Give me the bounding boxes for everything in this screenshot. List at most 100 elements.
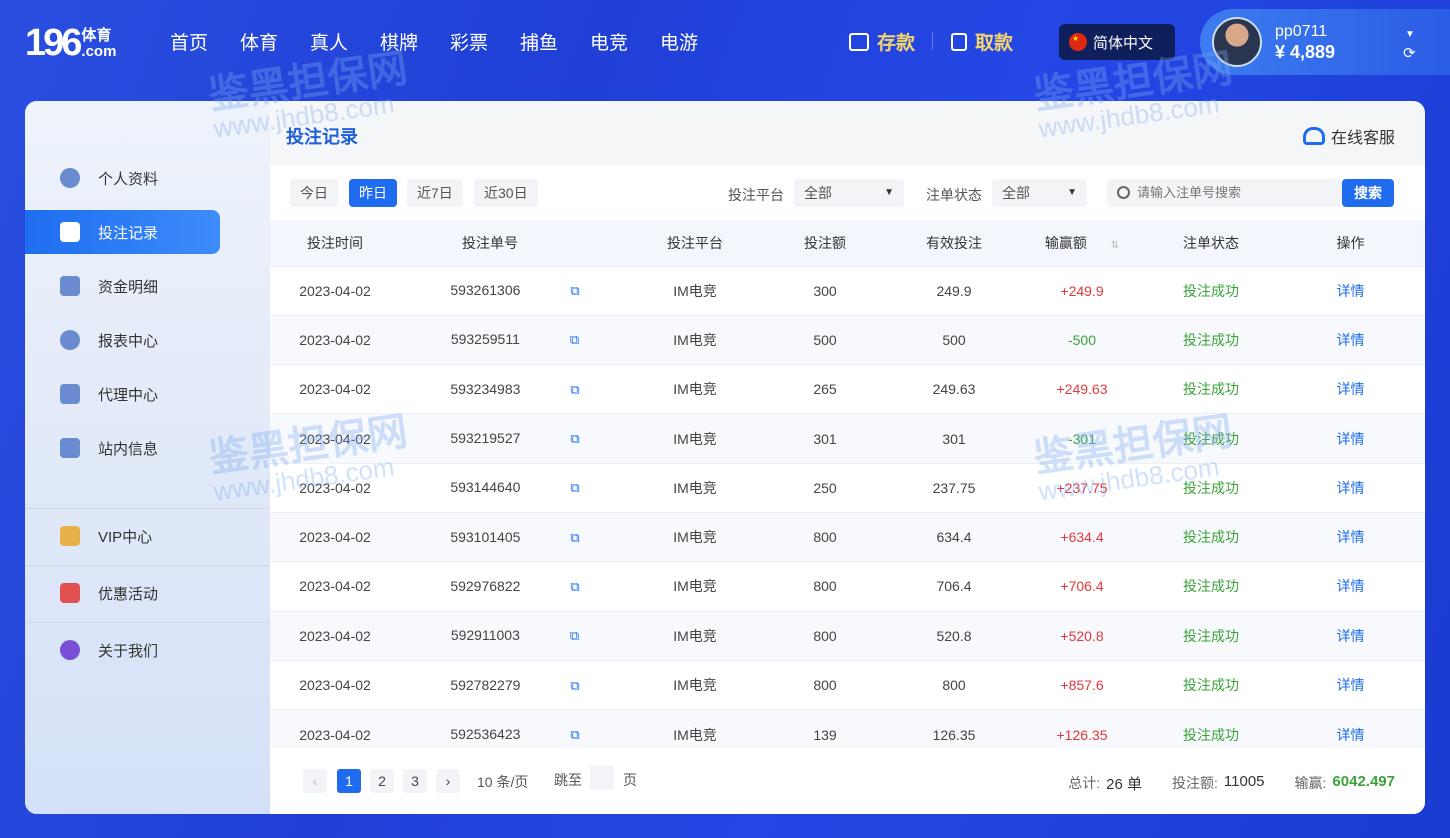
nav-fishing[interactable]: 捕鱼 — [520, 33, 559, 54]
prev-page-button[interactable]: ‹ — [303, 769, 327, 793]
crown-icon — [60, 526, 80, 546]
status: 投注成功 — [1146, 462, 1276, 513]
nav-cards[interactable]: 棋牌 — [380, 33, 419, 54]
page-size[interactable]: 10 条/页 — [477, 774, 529, 790]
col-valid: 有效投注 — [890, 220, 1018, 266]
detail-link[interactable]: 详情 — [1276, 610, 1425, 661]
col-action: 操作 — [1276, 220, 1425, 266]
search-button[interactable]: 搜索 — [1342, 179, 1394, 207]
sidebar-item-agent[interactable]: 代理中心 — [25, 372, 220, 416]
sidebar-item-bet-records[interactable]: 投注记录 — [25, 210, 220, 254]
table-row: 2023-04-02 592782279 ⧉ IM电竞 800 800 +857.6 投注成功… — [270, 659, 1425, 710]
page-3[interactable]: 3 — [403, 769, 427, 793]
filter-yesterday[interactable]: 昨日 — [349, 179, 397, 207]
bet-time-text: 2023-04-02 — [299, 677, 371, 694]
detail-link-text[interactable]: 详情 — [1336, 529, 1365, 546]
page-1[interactable]: 1 — [337, 769, 361, 793]
platform: IM电竞 — [630, 314, 760, 365]
sidebar-item-about[interactable]: 关于我们 — [25, 628, 220, 672]
logo[interactable]: 196 体育 .com — [25, 22, 116, 65]
user-panel[interactable]: pp0711 ¥ 4,889 ▼ ⟳ — [1200, 9, 1450, 75]
search-input[interactable] — [1107, 179, 1342, 207]
sidebar-item-profile[interactable]: 个人资料 — [25, 156, 220, 200]
copy-icon[interactable]: ⧉ — [570, 283, 580, 299]
bet-time-text: 2023-04-02 — [299, 529, 371, 546]
nav-slots[interactable]: 电游 — [660, 33, 699, 54]
detail-link-text[interactable]: 详情 — [1336, 282, 1365, 299]
sidebar-item-promotions[interactable]: 优惠活动 — [25, 571, 220, 615]
copy-icon[interactable]: ⧉ — [570, 578, 580, 594]
search-icon — [1117, 186, 1130, 199]
winloss-total-label: 输赢: — [1294, 775, 1327, 791]
sidebar-item-label: 关于我们 — [98, 642, 159, 660]
detail-link[interactable]: 详情 — [1276, 462, 1425, 513]
nav-sports[interactable]: 体育 — [240, 33, 279, 54]
valid-bet: 301 — [890, 413, 1018, 464]
nav-home[interactable]: 首页 — [170, 33, 209, 54]
status-select[interactable]: 全部 ▼ — [992, 179, 1087, 207]
detail-link-text[interactable]: 详情 — [1336, 479, 1365, 496]
detail-link[interactable]: 详情 — [1276, 659, 1425, 710]
detail-link[interactable]: 详情 — [1276, 511, 1425, 562]
sidebar-item-label: 优惠活动 — [98, 585, 159, 603]
order-no: 593144640 ⧉ — [400, 462, 630, 513]
win-loss: -500 — [1018, 314, 1146, 365]
filter-7days[interactable]: 近7日 — [407, 179, 463, 207]
platform: IM电竞 — [630, 364, 760, 414]
detail-link-text[interactable]: 详情 — [1336, 627, 1365, 644]
status: 投注成功 — [1146, 659, 1276, 710]
detail-link[interactable]: 详情 — [1276, 265, 1425, 316]
order-no: 593101405 ⧉ — [400, 511, 630, 562]
divider — [25, 565, 270, 566]
platform-text: IM电竞 — [673, 381, 717, 398]
avatar[interactable] — [1212, 17, 1262, 67]
sidebar-item-reports[interactable]: 报表中心 — [25, 318, 220, 362]
withdraw-button[interactable]: 取款 — [951, 28, 1013, 55]
copy-icon[interactable]: ⧉ — [569, 628, 580, 644]
detail-link-text[interactable]: 详情 — [1336, 726, 1365, 743]
detail-link[interactable]: 详情 — [1276, 364, 1425, 414]
copy-icon[interactable]: ⧉ — [570, 677, 580, 693]
platform-select[interactable]: 全部 ▼ — [794, 179, 904, 207]
col-winloss[interactable]: 输赢额 ⇅ — [1018, 220, 1146, 266]
copy-icon[interactable]: ⧉ — [570, 381, 580, 397]
detail-link[interactable]: 详情 — [1276, 413, 1425, 464]
nav-esports[interactable]: 电竞 — [590, 33, 629, 54]
language-selector[interactable]: 简体中文 — [1059, 24, 1175, 60]
filter-30days[interactable]: 近30日 — [474, 179, 538, 207]
detail-link[interactable]: 详情 — [1276, 314, 1425, 365]
jump-page-input[interactable] — [590, 766, 614, 790]
status-value: 全部 — [1002, 185, 1030, 201]
deposit-button[interactable]: 存款 — [849, 28, 915, 55]
copy-icon[interactable]: ⧉ — [570, 431, 580, 447]
filter-today[interactable]: 今日 — [290, 179, 338, 207]
copy-icon[interactable]: ⧉ — [570, 480, 580, 496]
next-page-button[interactable]: › — [436, 769, 460, 793]
sidebar-item-messages[interactable]: 站内信息 — [25, 426, 220, 470]
order-no-text: 593261306 — [450, 282, 521, 299]
detail-link-text[interactable]: 详情 — [1336, 331, 1365, 348]
content-card: 个人资料 投注记录 资金明细 报表中心 代理中心 站内信息 VIP中心 优惠活动… — [25, 101, 1425, 814]
bet-amount: 800 — [760, 610, 890, 661]
copy-icon[interactable]: ⧉ — [569, 332, 580, 348]
refresh-icon[interactable]: ⟳ — [1403, 45, 1416, 62]
online-support-button[interactable]: 在线客服 — [1302, 124, 1395, 148]
valid-bet-text: 249.63 — [932, 381, 976, 398]
detail-link[interactable]: 详情 — [1276, 561, 1425, 612]
detail-link-text[interactable]: 详情 — [1336, 578, 1365, 595]
order-no: 592976822 ⧉ — [400, 561, 630, 612]
platform: IM电竞 — [630, 462, 760, 513]
copy-icon[interactable]: ⧉ — [570, 727, 580, 743]
sidebar-item-vip[interactable]: VIP中心 — [25, 514, 220, 558]
detail-link-text[interactable]: 详情 — [1336, 381, 1365, 398]
chevron-down-icon[interactable]: ▼ — [1405, 29, 1415, 40]
sort-icon[interactable]: ⇅ — [1110, 239, 1120, 251]
detail-link-text[interactable]: 详情 — [1336, 430, 1365, 447]
copy-icon[interactable]: ⧉ — [570, 529, 580, 545]
sidebar-item-funds[interactable]: 资金明细 — [25, 264, 220, 308]
nav-live[interactable]: 真人 — [310, 33, 349, 54]
page-2[interactable]: 2 — [370, 769, 394, 793]
platform-text: IM电竞 — [673, 578, 717, 595]
nav-lottery[interactable]: 彩票 — [450, 33, 489, 54]
detail-link-text[interactable]: 详情 — [1336, 677, 1365, 694]
